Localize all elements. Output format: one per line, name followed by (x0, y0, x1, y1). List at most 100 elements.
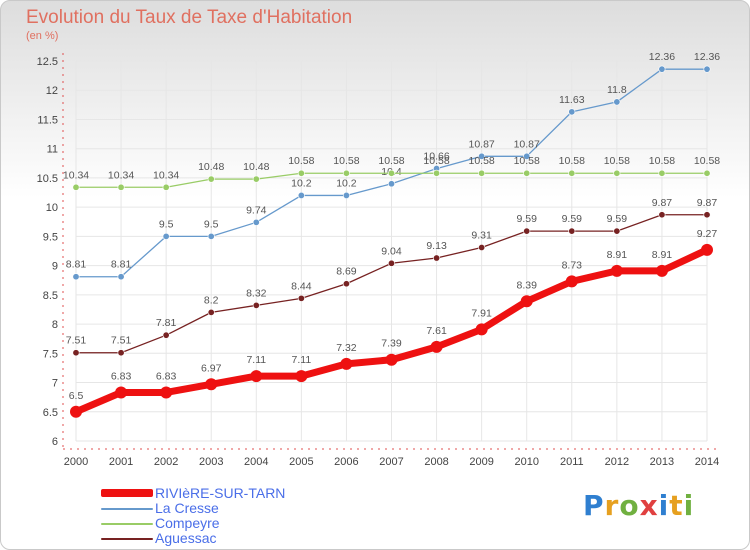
data-point (520, 295, 533, 308)
y-tick-label: 6.5 (43, 407, 58, 419)
data-point (523, 169, 531, 177)
data-label: 8.73 (562, 259, 583, 271)
data-label: 10.58 (604, 155, 630, 167)
y-tick-label: 9 (52, 261, 58, 273)
data-label: 8.91 (652, 249, 673, 261)
data-label: 8.81 (111, 259, 132, 271)
data-point (568, 108, 576, 116)
x-tick-label: 2011 (560, 456, 584, 468)
data-point (523, 152, 531, 160)
chart-unit-label: (en %) (26, 30, 59, 42)
data-point (387, 180, 395, 188)
data-point (72, 183, 80, 191)
data-point (433, 169, 441, 177)
data-point (342, 191, 350, 199)
data-label: 6.83 (156, 370, 177, 382)
y-tick-label: 9.5 (43, 231, 58, 243)
data-label: 9.13 (426, 240, 447, 252)
y-tick-label: 7 (52, 378, 58, 390)
data-point (478, 169, 486, 177)
y-tick-label: 12 (46, 85, 58, 97)
legend-item-aguessac: Aguessac (101, 531, 361, 546)
data-point (297, 191, 305, 199)
x-tick-label: 2012 (605, 456, 629, 468)
data-label: 10.48 (243, 161, 269, 173)
x-tick-label: 2006 (334, 456, 358, 468)
data-label: 6.83 (111, 370, 132, 382)
data-point (115, 386, 128, 399)
data-label: 10.34 (63, 169, 89, 181)
data-label: 10.58 (514, 155, 540, 167)
data-label: 8.2 (204, 294, 219, 306)
x-tick-label: 2003 (199, 456, 223, 468)
data-point (295, 370, 308, 383)
data-label: 9.5 (204, 218, 219, 230)
legend-swatch-la-cresse (101, 508, 153, 510)
data-label: 9.87 (652, 197, 673, 209)
data-point (523, 227, 531, 235)
data-label: 10.58 (288, 155, 314, 167)
data-label: 7.51 (111, 335, 132, 347)
data-label: 10.58 (649, 155, 675, 167)
y-tick-label: 8.5 (43, 290, 58, 302)
legend-item-riviere: RIVIèRE-SUR-TARN (101, 486, 361, 501)
x-tick-label: 2010 (514, 456, 538, 468)
data-label: 9.59 (607, 213, 628, 225)
data-label: 10.58 (423, 155, 449, 167)
data-point (207, 175, 215, 183)
data-label: 9.04 (381, 245, 402, 257)
data-label: 7.91 (471, 307, 492, 319)
data-label: 7.51 (66, 335, 87, 347)
data-label: 8.32 (246, 287, 267, 299)
data-point (703, 211, 711, 219)
data-point (160, 386, 173, 399)
data-label: 11.8 (607, 84, 627, 96)
data-label: 8.39 (516, 279, 537, 291)
data-label: 10.34 (108, 169, 134, 181)
data-point (342, 169, 350, 177)
x-tick-label: 2002 (154, 456, 178, 468)
legend-swatch-riviere (101, 489, 153, 497)
data-label: 7.81 (156, 317, 177, 329)
data-point (117, 183, 125, 191)
data-label: 6.5 (69, 390, 84, 402)
x-tick-label: 2000 (64, 456, 88, 468)
legend-item-la-cresse: La Cresse (101, 501, 361, 516)
data-label: 6.97 (201, 362, 222, 374)
data-point (342, 280, 350, 288)
y-tick-label: 8 (52, 319, 58, 331)
y-tick-label: 7.5 (43, 348, 58, 360)
data-label: 10.87 (469, 138, 495, 150)
data-point (475, 323, 488, 336)
data-label: 7.39 (381, 338, 402, 350)
data-point (568, 227, 576, 235)
data-label: 9.87 (697, 197, 718, 209)
data-point (162, 183, 170, 191)
data-point (72, 273, 80, 281)
data-label: 7.61 (426, 325, 447, 337)
data-point (162, 232, 170, 240)
data-label: 10.58 (469, 155, 495, 167)
data-point (250, 370, 263, 383)
y-tick-label: 11.5 (37, 114, 58, 126)
data-label: 10.2 (291, 177, 312, 189)
legend-item-compeyre: Compeyre (101, 516, 361, 531)
y-tick-label: 10.5 (37, 173, 58, 185)
data-label: 8.81 (66, 259, 87, 271)
data-point (658, 169, 666, 177)
legend-label-compeyre: Compeyre (155, 515, 220, 531)
legend-swatch-aguessac (101, 538, 153, 540)
legend-label-aguessac: Aguessac (155, 530, 217, 546)
data-point (433, 254, 441, 262)
x-tick-label: 2005 (289, 456, 313, 468)
data-point (658, 65, 666, 73)
chart-title: Evolution du Taux de Taxe d'Habitation (26, 7, 353, 28)
data-point (387, 169, 395, 177)
data-point (207, 308, 215, 316)
data-point (430, 340, 443, 353)
y-tick-label: 6 (52, 436, 58, 448)
data-label: 12.36 (649, 51, 675, 63)
x-tick-label: 2009 (469, 456, 493, 468)
